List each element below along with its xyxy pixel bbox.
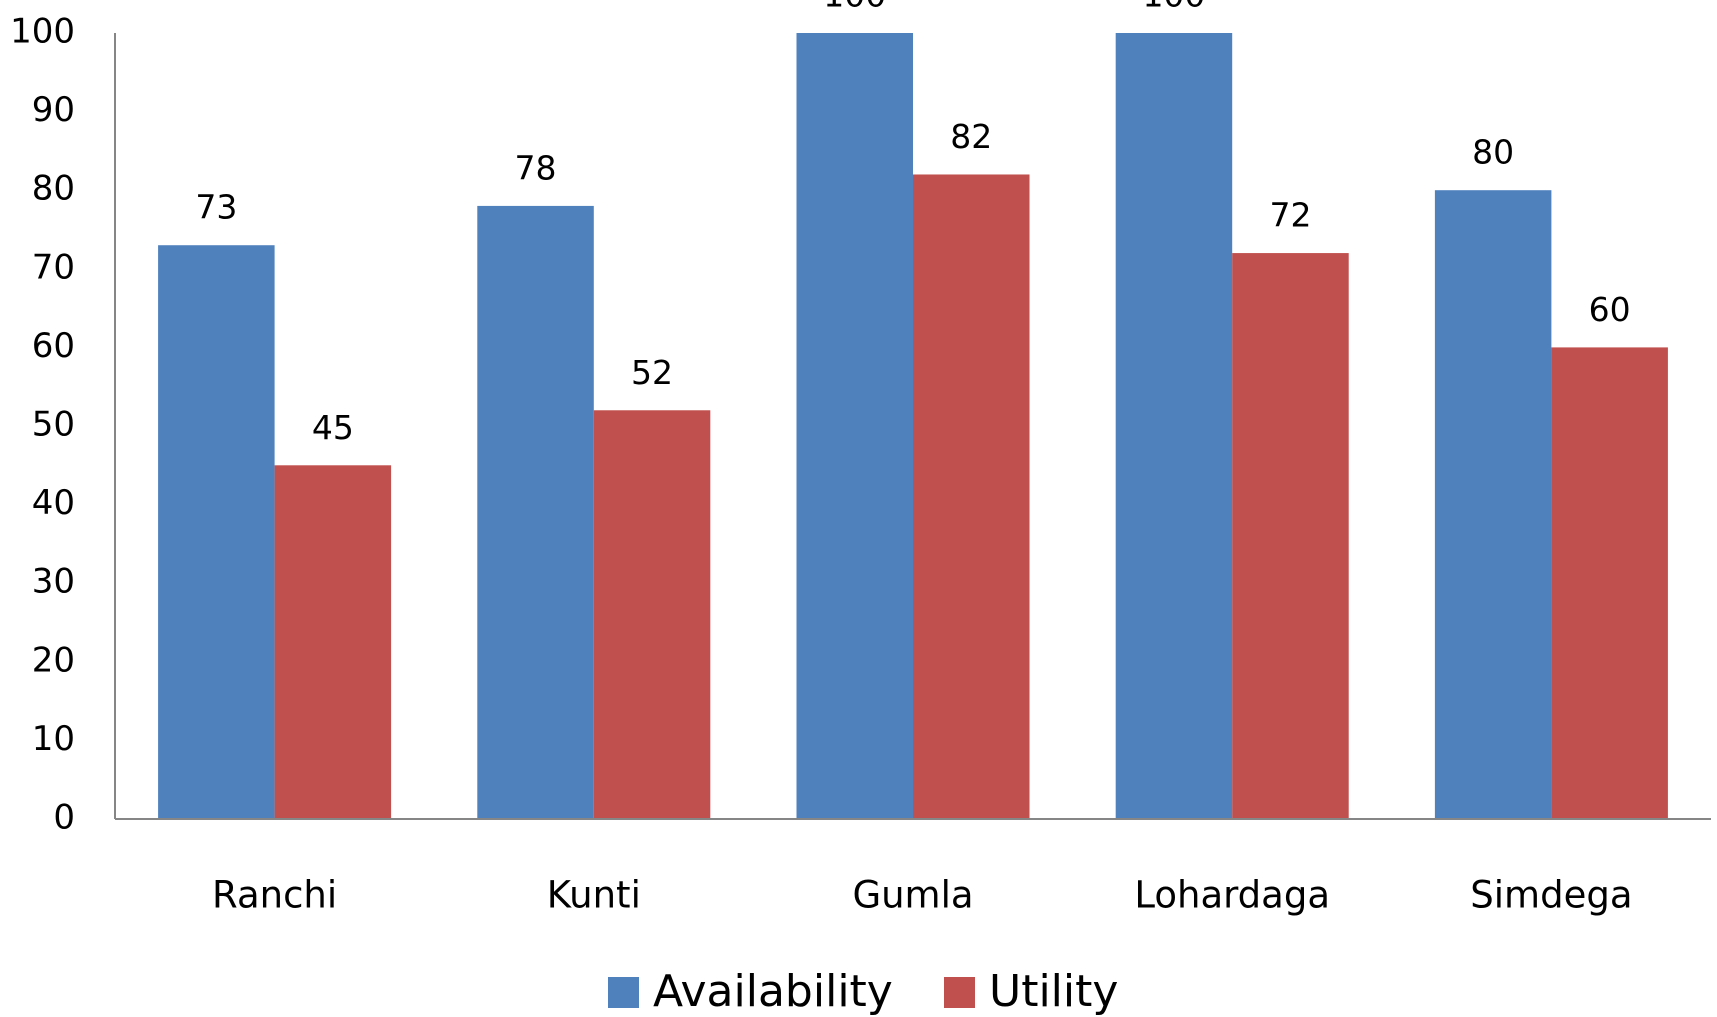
legend-swatch bbox=[944, 977, 975, 1008]
data-label: 100 bbox=[1142, 0, 1205, 15]
data-label: 73 bbox=[195, 188, 237, 227]
y-tick-label: 100 bbox=[10, 12, 75, 52]
data-label: 45 bbox=[312, 408, 354, 447]
y-tick-label: 80 bbox=[32, 169, 75, 209]
x-tick-label: Lohardaga bbox=[1134, 874, 1330, 917]
legend-swatch bbox=[608, 977, 639, 1008]
legend-label: Availability bbox=[653, 966, 893, 1017]
data-label: 78 bbox=[515, 148, 557, 187]
y-tick-label: 50 bbox=[32, 405, 75, 445]
data-label: 72 bbox=[1269, 196, 1311, 235]
data-label: 60 bbox=[1589, 290, 1631, 329]
bar bbox=[477, 205, 594, 820]
y-tick-label: 10 bbox=[32, 719, 75, 759]
y-tick-label: 70 bbox=[32, 247, 75, 287]
bar bbox=[274, 465, 392, 819]
bar bbox=[1115, 33, 1233, 819]
y-tick-label: 0 bbox=[53, 798, 75, 838]
x-tick-label: Kunti bbox=[547, 874, 641, 917]
y-tick-label: 90 bbox=[32, 90, 75, 130]
bar bbox=[796, 33, 913, 819]
y-tick-label: 60 bbox=[32, 326, 75, 366]
bar bbox=[1551, 347, 1668, 819]
data-label: 52 bbox=[631, 353, 673, 392]
y-tick-label: 20 bbox=[32, 640, 75, 680]
x-tick-label: Gumla bbox=[852, 874, 973, 917]
data-label: 82 bbox=[950, 117, 992, 156]
legend-label: Utility bbox=[989, 966, 1118, 1017]
bar bbox=[1232, 253, 1349, 819]
x-tick-label: Ranchi bbox=[212, 874, 337, 917]
data-label: 80 bbox=[1472, 133, 1514, 172]
bar bbox=[158, 245, 275, 820]
y-tick-label: 40 bbox=[32, 483, 75, 523]
data-label: 100 bbox=[823, 0, 886, 15]
bar bbox=[1434, 190, 1552, 819]
bar bbox=[593, 410, 711, 819]
y-tick-label: 30 bbox=[32, 562, 75, 602]
x-tick-label: Simdega bbox=[1470, 874, 1632, 917]
bar bbox=[913, 174, 1030, 820]
